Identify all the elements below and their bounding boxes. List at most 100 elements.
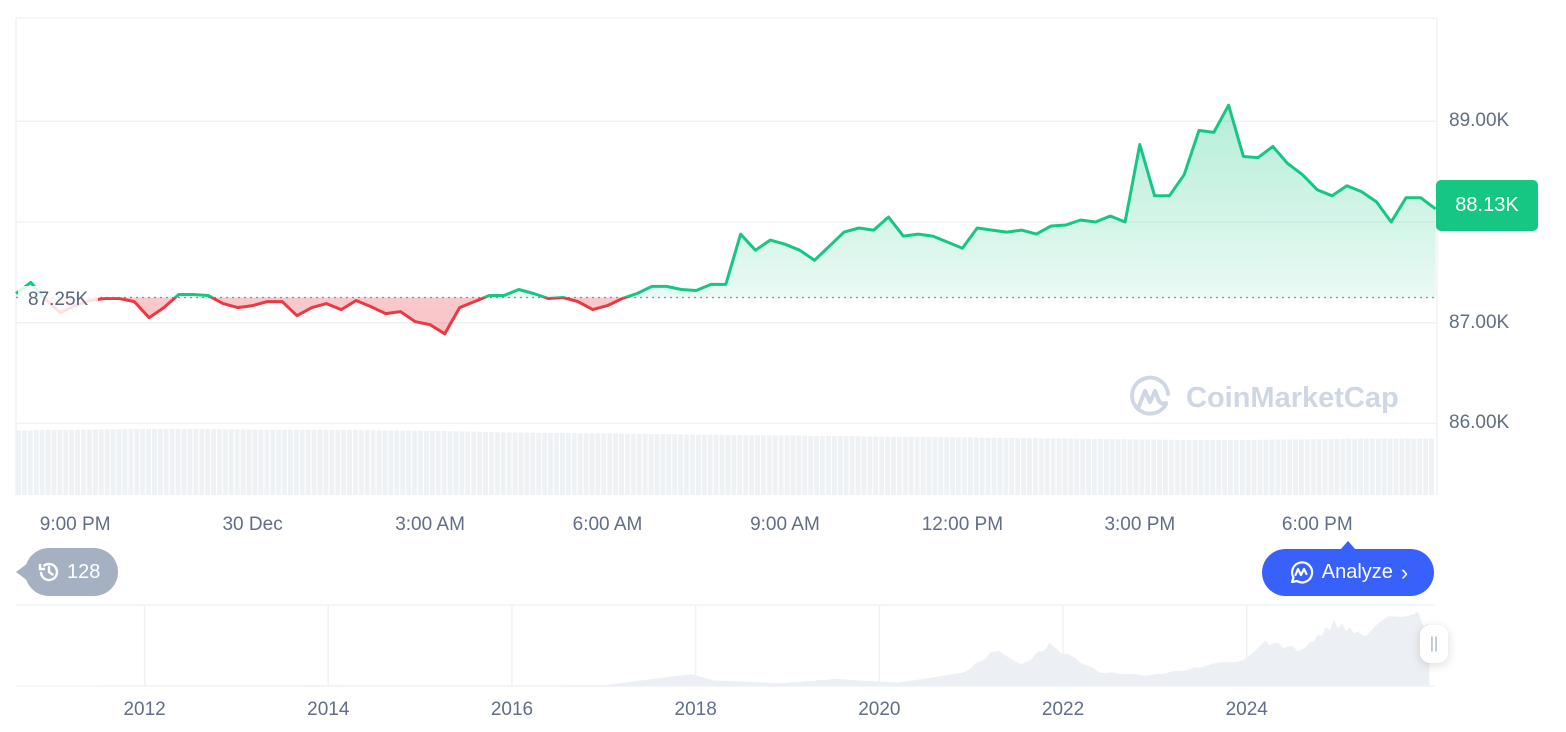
- volume-bar: [63, 429, 69, 495]
- volume-bar: [258, 429, 264, 495]
- volume-bar: [1417, 438, 1423, 495]
- volume-bar: [157, 429, 163, 495]
- volume-bar: [441, 431, 447, 495]
- volume-bar: [382, 430, 388, 495]
- volume-bar: [784, 435, 790, 495]
- volume-bar: [370, 430, 376, 495]
- volume-bar: [902, 436, 908, 495]
- volume-bar: [1021, 438, 1027, 495]
- volume-bar: [1157, 439, 1163, 495]
- volume-bar: [45, 430, 51, 495]
- volume-bar: [1429, 438, 1434, 495]
- history-button[interactable]: 128: [16, 548, 118, 596]
- volume-bar: [347, 429, 353, 495]
- volume-bar: [86, 429, 92, 495]
- volume-bar: [412, 430, 418, 495]
- volume-bar: [81, 429, 86, 495]
- price-line-up: [15, 103, 1437, 298]
- volume-bar: [944, 437, 950, 495]
- volume-bar: [831, 436, 837, 495]
- volume-bar: [128, 429, 134, 495]
- volume-bar: [512, 432, 518, 495]
- volume-bar: [1092, 438, 1097, 495]
- volume-bar: [926, 437, 932, 495]
- volume-bar: [122, 429, 128, 495]
- analyze-button[interactable]: Analyze ›: [1262, 541, 1434, 596]
- navigator-drag-handle[interactable]: ||: [1420, 625, 1448, 663]
- volume-bar: [613, 433, 619, 495]
- volume-bar: [530, 432, 536, 495]
- volume-bar: [967, 437, 973, 495]
- volume-bar: [151, 429, 157, 495]
- volume-bar: [364, 430, 370, 495]
- baseline-label: 87.25K: [18, 286, 99, 314]
- volume-bar: [264, 429, 270, 495]
- volume-bar: [353, 430, 358, 495]
- volume-bar: [956, 437, 961, 495]
- volume-bar: [962, 437, 967, 495]
- volume-bar: [790, 435, 796, 495]
- volume-bar: [1145, 439, 1151, 495]
- volume-bar: [33, 430, 39, 495]
- volume-bar: [1228, 439, 1233, 495]
- volume-bar: [418, 430, 423, 495]
- cmc-chat-icon: [1290, 560, 1313, 583]
- volume-bar: [489, 432, 494, 495]
- volume-bar: [1316, 439, 1322, 495]
- volume-bar: [1352, 438, 1358, 495]
- volume-bar: [51, 430, 57, 495]
- volume-bars: [16, 429, 1434, 495]
- volume-bar: [690, 434, 695, 495]
- volume-bar: [39, 430, 45, 495]
- volume-bar: [1310, 439, 1316, 495]
- volume-bar: [1281, 439, 1287, 495]
- navigator-year-label: 2012: [123, 699, 166, 720]
- volume-bar: [57, 429, 63, 495]
- price-line-down: [41, 297, 630, 336]
- volume-bar: [134, 429, 140, 495]
- volume-bar: [181, 429, 187, 495]
- y-tick-label: 89.00K: [1449, 110, 1510, 132]
- volume-bar: [16, 430, 21, 495]
- volume-bar: [565, 433, 571, 495]
- navigator-year-label: 2020: [858, 699, 901, 720]
- volume-bar: [595, 433, 601, 495]
- volume-bar: [1139, 439, 1145, 495]
- volume-bar: [1186, 439, 1192, 495]
- volume-bar: [1027, 438, 1032, 495]
- volume-bar: [1358, 438, 1364, 495]
- volume-bar: [163, 429, 169, 495]
- volume-bar: [282, 429, 287, 495]
- volume-bar: [435, 430, 441, 495]
- volume-bar: [524, 432, 530, 495]
- volume-bar: [1399, 438, 1405, 495]
- volume-bar: [1251, 439, 1257, 495]
- volume-bar: [199, 429, 205, 495]
- volume-bar: [630, 433, 636, 495]
- volume-bar: [1393, 438, 1399, 495]
- volume-bar: [329, 429, 335, 495]
- volume-bar: [660, 434, 666, 495]
- volume-bar: [205, 429, 211, 495]
- volume-bar: [187, 429, 193, 495]
- volume-bar: [1068, 438, 1074, 495]
- current-price-badge: 88.13K: [1436, 180, 1538, 231]
- volume-bar: [1239, 439, 1245, 495]
- volume-bar: [453, 431, 459, 495]
- volume-bar: [1334, 438, 1340, 495]
- volume-bar: [1304, 439, 1310, 495]
- volume-bar: [973, 437, 979, 495]
- volume-bar: [1275, 439, 1281, 495]
- volume-bar: [193, 429, 199, 495]
- grid: [15, 17, 1438, 495]
- volume-bar: [1263, 439, 1269, 495]
- volume-bar: [1086, 438, 1092, 495]
- volume-bar: [843, 436, 849, 495]
- volume-bar: [447, 431, 453, 495]
- volume-bar: [636, 433, 642, 495]
- volume-bar: [737, 434, 743, 495]
- navigator: [6, 604, 1435, 687]
- analyze-label: Analyze: [1321, 561, 1393, 583]
- price-series: [15, 103, 1437, 336]
